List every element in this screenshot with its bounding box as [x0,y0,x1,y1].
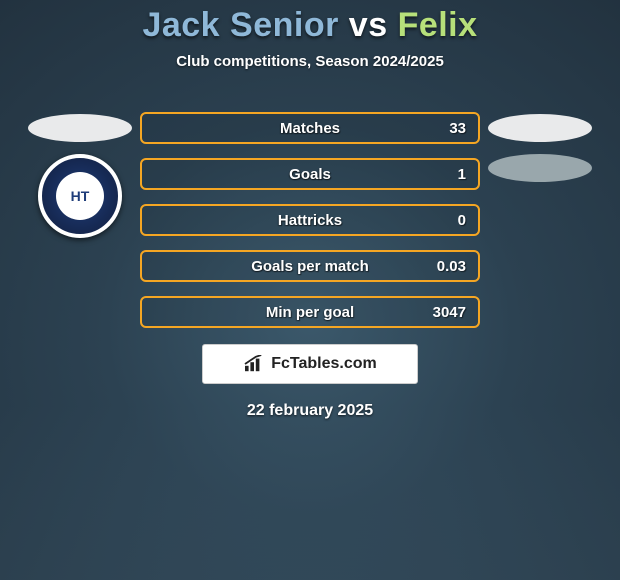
brand-text: FcTables.com [271,355,377,373]
stat-bar-min-per-goal: Min per goal 3047 [140,296,480,328]
left-side: HT [20,112,140,238]
stat-value: 0 [458,212,466,229]
vs-text: vs [349,6,388,44]
stat-value: 1 [458,166,466,183]
club-badge: HT [38,154,122,238]
right-ellipse-1 [488,114,592,142]
brand-badge: FcTables.com [202,344,418,384]
subtitle: Club competitions, Season 2024/2025 [176,53,444,70]
stat-label: Matches [280,120,340,137]
comparison-title: Jack Senior vs Felix [142,6,477,45]
club-badge-text: HT [56,172,104,220]
player2-name: Felix [398,6,478,44]
date-text: 22 february 2025 [247,402,373,420]
right-side [480,112,600,182]
stat-bar-matches: Matches 33 [140,112,480,144]
right-ellipse-2 [488,154,592,182]
left-ellipse [28,114,132,142]
stat-value: 3047 [433,304,466,321]
chart-icon [243,355,265,373]
player1-name: Jack Senior [142,6,338,44]
stat-bar-goals-per-match: Goals per match 0.03 [140,250,480,282]
stat-bar-goals: Goals 1 [140,158,480,190]
comparison-body: HT Matches 33 Goals 1 Hattricks 0 Goals … [0,112,620,328]
stat-value: 0.03 [437,258,466,275]
stat-bars: Matches 33 Goals 1 Hattricks 0 Goals per… [140,112,480,328]
stat-bar-hattricks: Hattricks 0 [140,204,480,236]
stat-value: 33 [449,120,466,137]
stat-label: Goals per match [251,258,369,275]
stat-label: Goals [289,166,331,183]
stat-label: Min per goal [266,304,354,321]
stat-label: Hattricks [278,212,342,229]
